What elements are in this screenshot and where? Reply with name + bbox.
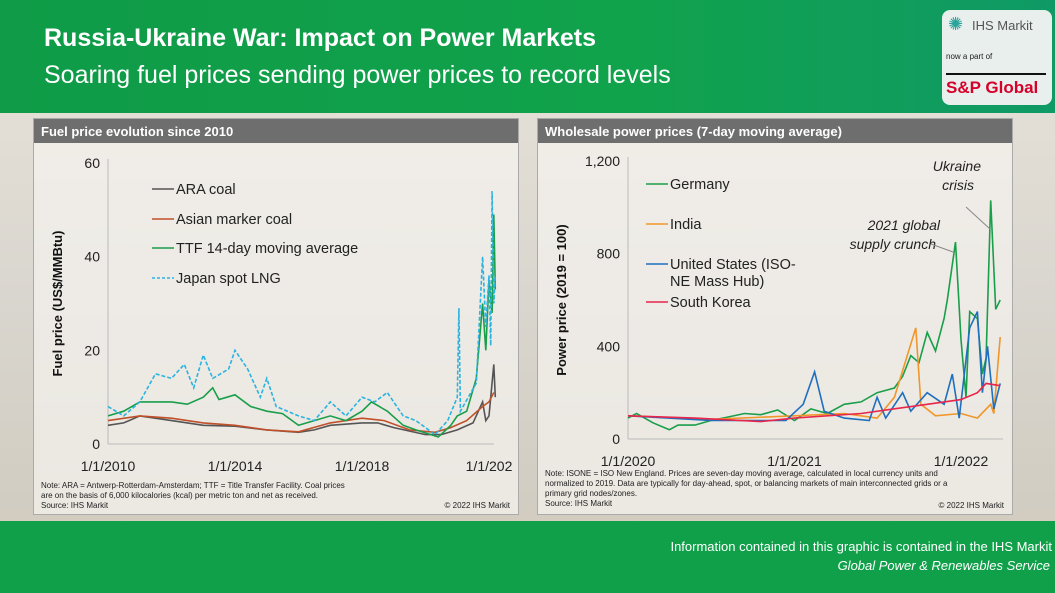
legend-label: Asian marker coal: [176, 212, 292, 228]
source: Source: IHS Markit: [41, 501, 109, 510]
series-line-ara-coal: [107, 364, 497, 436]
y-tick-label: 40: [84, 249, 100, 265]
y-tick-label: 800: [597, 246, 621, 262]
annotation-ukraine-crisis: Ukraine crisis: [933, 158, 981, 193]
note-line: primary grid nodes/zones.: [545, 489, 638, 498]
y-tick-label: 1,200: [585, 153, 620, 169]
x-tick-label: 1/1/2018: [335, 458, 390, 474]
footer-banner: Information contained in this graphic is…: [0, 521, 1055, 593]
y-tick-label: 20: [84, 342, 100, 358]
page-title: Russia-Ukraine War: Impact on Power Mark…: [44, 24, 597, 52]
panel-heading: Wholesale power prices (7-day moving ave…: [538, 119, 1012, 143]
y-tick-label: 60: [84, 155, 100, 171]
legend-label: TTF 14-day moving average: [176, 241, 358, 257]
source: Source: IHS Markit: [545, 499, 613, 508]
note-line: are on the basis of 6,000 kilocalories (…: [41, 491, 319, 500]
copyright: © 2022 IHS Markit: [938, 501, 1004, 510]
legend-label: United States (ISO-NE Mass Hub): [670, 257, 796, 290]
legend-label: Japan spot LNG: [176, 271, 281, 287]
legend-label: ARA coal: [176, 182, 236, 198]
logo-brand: IHS Markit: [972, 18, 1033, 33]
series-line-japan-spot-lng: [107, 191, 497, 436]
series-line-india: [627, 327, 1001, 421]
logo-divider: [946, 73, 1046, 75]
series-line-united-states-iso-ne-mass-hub-: [627, 311, 1001, 422]
note-line: Note: ISONE = ISO New England. Prices ar…: [545, 469, 938, 478]
y-axis-label: Power price (2019 = 100): [554, 224, 569, 375]
series-line-germany: [627, 200, 1001, 431]
annotation-leader: [930, 243, 954, 253]
note: Note: ARA = Antwerp-Rotterdam-Amsterdam;…: [41, 481, 345, 511]
y-tick-label: 0: [92, 436, 100, 452]
x-tick-label: 1/1/2010: [81, 458, 136, 474]
x-tick-label: 1/1/2022: [934, 453, 989, 469]
fuel-price-chart: 0 20 40 60 1/1/2010 1/1/2014 1/1/2018 1/1/202 Fu…: [50, 155, 513, 474]
y-tick-label: 400: [597, 338, 621, 354]
x-tick-label: 1/1/202: [466, 458, 513, 474]
note-line: normalized to 2019. Data are typically f…: [545, 479, 948, 488]
legend-label: South Korea: [670, 295, 752, 311]
page-subtitle: Soaring fuel prices sending power prices…: [44, 61, 671, 89]
power-price-chart: 0 400 800 1,200 1/1/2020 1/1/2021 1/1/2022 Powe…: [554, 153, 1003, 469]
footer-line-1: Information contained in this graphic is…: [670, 539, 1052, 554]
panel-heading: Fuel price evolution since 2010: [34, 119, 518, 143]
power-price-panel: Wholesale power prices (7-day moving ave…: [537, 118, 1013, 515]
series-line-ttf-14-day-moving-average: [107, 214, 497, 438]
x-tick-label: 1/1/2014: [208, 458, 263, 474]
logo: ✺ IHS Markit now a part of S&P Global: [942, 10, 1052, 105]
y-axis-label: Fuel price (US$/MMBtu): [50, 231, 65, 377]
series-line-asian-marker-coal: [107, 392, 495, 434]
note-line: Note: ARA = Antwerp-Rotterdam-Amsterdam;…: [41, 481, 345, 490]
header-banner: Russia-Ukraine War: Impact on Power Mark…: [0, 0, 1055, 113]
series-line-south-korea: [627, 382, 1001, 423]
copyright: © 2022 IHS Markit: [444, 501, 510, 510]
x-tick-label: 1/1/2021: [767, 453, 822, 469]
legend-label: India: [670, 217, 702, 233]
annotation-leader: [965, 206, 991, 230]
logo-parent: S&P Global: [946, 78, 1039, 97]
y-tick-label: 0: [612, 431, 620, 447]
fuel-price-panel: Fuel price evolution since 2010 0 20 40 60 1…: [33, 118, 519, 515]
logo-tagline: now a part of: [946, 52, 993, 61]
footer-line-2: Global Power & Renewables Service: [837, 558, 1050, 573]
ihs-fan-icon: ✺: [948, 14, 964, 34]
annotation-supply-crunch: 2021 global supply crunch: [850, 217, 941, 252]
note: Note: ISONE = ISO New England. Prices ar…: [545, 469, 947, 509]
x-tick-label: 1/1/2020: [601, 453, 656, 469]
legend-label: Germany: [670, 177, 730, 193]
